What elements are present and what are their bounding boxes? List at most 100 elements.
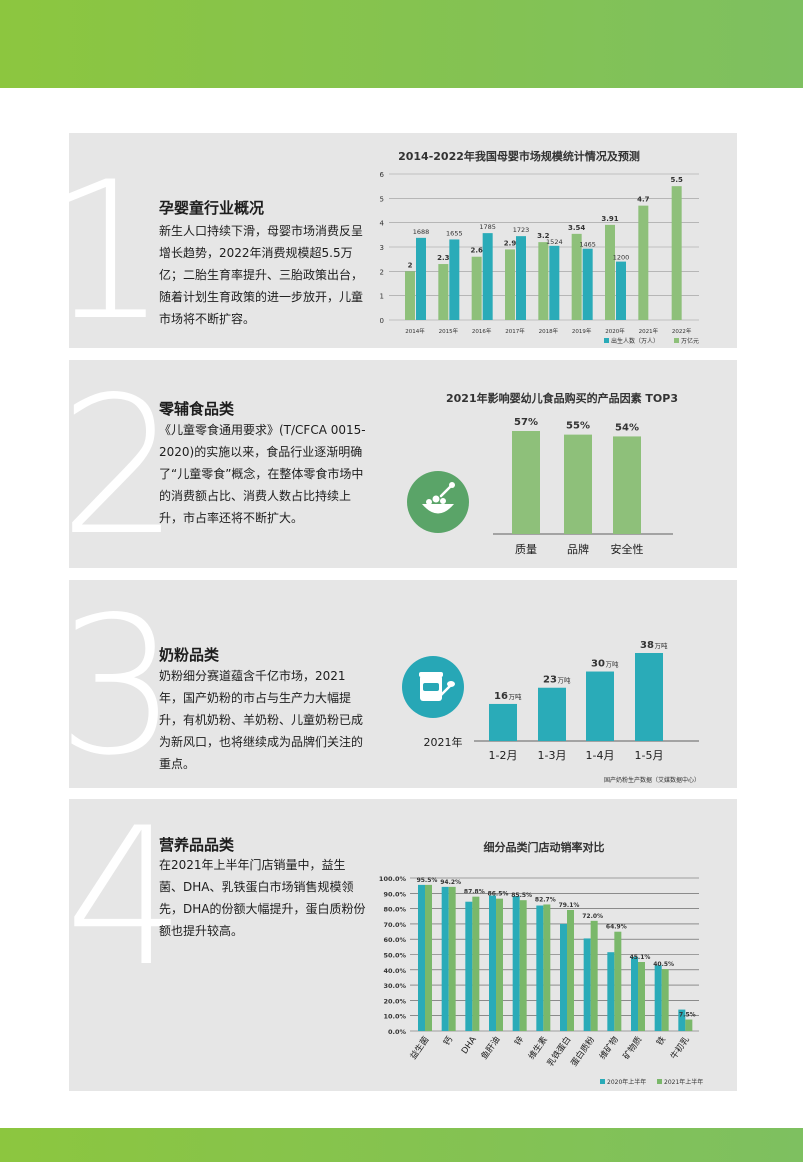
bar-2021h1 bbox=[614, 931, 622, 1031]
y-tick-label: 90.0% bbox=[383, 890, 406, 898]
x-tick-label: 锌 bbox=[512, 1034, 526, 1048]
x-tick-label: 维生素 bbox=[526, 1034, 550, 1062]
x-tick-label: 1-3月 bbox=[538, 749, 567, 762]
bar-2021h1 bbox=[567, 909, 574, 1031]
bar-2021h1 bbox=[425, 884, 432, 1031]
data-label: 1655 bbox=[446, 229, 463, 237]
data-label: 1688 bbox=[413, 228, 430, 236]
purchase-factor-chart: 2021年影响婴幼儿食品购买的产品因素 TOP3 57% 质量 55% 品牌 54% 安全性 bbox=[446, 391, 678, 556]
x-tick-label: 品牌 bbox=[567, 542, 589, 556]
market-size-chart: 2014-2022年我国母婴市场规模统计情况及预测 0 1 2 3 4 5 6 2 1688 201… bbox=[380, 149, 699, 345]
bar-births bbox=[616, 261, 626, 320]
x-tick-label: 2022年 bbox=[672, 327, 692, 335]
x-tick-label: 2020年 bbox=[605, 327, 625, 335]
bar-market-size bbox=[605, 224, 615, 320]
bar-2021h1 bbox=[590, 920, 598, 1031]
data-label: 87.8% bbox=[464, 889, 485, 896]
section-body: 在2021年上半年门店销量中，益生菌、DHA、乳铁蛋白市场销售规模领先，DHA的… bbox=[159, 858, 366, 938]
bar-factor bbox=[564, 434, 592, 534]
x-tick-label: 2017年 bbox=[505, 327, 525, 335]
bar-2021h1 bbox=[472, 896, 480, 1031]
bar-production bbox=[635, 653, 663, 741]
x-tick-label: 牛初乳 bbox=[668, 1034, 692, 1062]
bar-births bbox=[549, 245, 560, 320]
data-label: 38 bbox=[640, 640, 654, 651]
legend-swatch bbox=[600, 1079, 605, 1084]
y-tick-label: 50.0% bbox=[383, 952, 406, 960]
x-tick-label: 1-5月 bbox=[635, 749, 664, 762]
section-2-panel: 2 零辅食品类 《儿童零食通用要求》(T/CFCA 0015-2020)的实施以… bbox=[59, 360, 737, 568]
bar-production bbox=[538, 687, 566, 741]
data-label: 55% bbox=[566, 421, 590, 432]
x-tick-label: 安全性 bbox=[611, 542, 644, 556]
data-label: 1524 bbox=[546, 238, 563, 246]
bar-2020h1 bbox=[607, 952, 615, 1031]
year-label: 2021年 bbox=[424, 735, 463, 749]
data-label: 2.3 bbox=[437, 254, 450, 262]
legend-label: 2021年上半年 bbox=[664, 1078, 703, 1086]
bar-market-size bbox=[671, 186, 682, 320]
bar-2021h1 bbox=[661, 969, 669, 1031]
bar-market-size bbox=[438, 264, 449, 320]
bar-2020h1 bbox=[631, 956, 638, 1031]
data-label: 2 bbox=[408, 261, 413, 269]
y-tick-label: 100.0% bbox=[379, 875, 407, 883]
y-tick-label: 10.0% bbox=[383, 1013, 406, 1021]
y-tick-label: 20.0% bbox=[383, 997, 406, 1005]
section-body: 新生人口持续下滑，母婴市场消费反呈增长趋势，2022年消费规模超5.5万亿；二胎… bbox=[159, 224, 364, 326]
y-tick-label: 60.0% bbox=[383, 936, 406, 944]
bar-market-size bbox=[471, 256, 482, 320]
section-title: 孕婴童行业概况 bbox=[159, 199, 265, 217]
data-label: 3.2 bbox=[537, 232, 550, 240]
data-label: 54% bbox=[615, 422, 639, 433]
chart-title: 细分品类门店动销率对比 bbox=[484, 840, 605, 854]
data-label: 45.1% bbox=[630, 954, 651, 961]
source-note: 国产奶粉生产数据（艾媒数据中心） bbox=[604, 776, 700, 784]
data-label: 57% bbox=[514, 417, 538, 428]
unit-label: 万吨 bbox=[558, 676, 572, 685]
y-tick-label: 6 bbox=[380, 171, 385, 179]
x-tick-label: 2014年 bbox=[405, 327, 425, 335]
data-label: 4.7 bbox=[637, 196, 650, 204]
bar-2021h1 bbox=[448, 886, 456, 1031]
chart-title: 2014-2022年我国母婴市场规模统计情况及预测 bbox=[398, 149, 640, 163]
bar-births bbox=[482, 233, 493, 320]
data-label: 1465 bbox=[579, 241, 596, 249]
bar-2020h1 bbox=[512, 896, 520, 1031]
data-label: 5.5 bbox=[670, 176, 683, 184]
x-tick-label: 鱼肝油 bbox=[479, 1034, 503, 1061]
y-tick-label: 1 bbox=[380, 293, 384, 301]
bar-market-size bbox=[505, 249, 515, 320]
top-color-band bbox=[0, 0, 803, 88]
data-label: 95.5% bbox=[417, 877, 438, 884]
x-tick-label: 质量 bbox=[515, 543, 537, 556]
data-label: 72.0% bbox=[582, 913, 603, 920]
bar-2020h1 bbox=[465, 901, 473, 1031]
bar-market-size bbox=[638, 205, 649, 320]
data-label: 23 bbox=[543, 675, 557, 686]
legend-swatch bbox=[674, 338, 679, 343]
legend-swatch bbox=[657, 1079, 662, 1084]
x-tick-label: 2021年 bbox=[639, 327, 659, 335]
x-tick-label: 益生菌 bbox=[408, 1034, 432, 1061]
data-label: 40.5% bbox=[653, 961, 674, 968]
bar-2020h1 bbox=[418, 884, 425, 1031]
bar-market-size bbox=[405, 271, 415, 320]
bar-2021h1 bbox=[519, 900, 527, 1031]
legend-swatch bbox=[604, 338, 609, 343]
data-label: 3.91 bbox=[601, 215, 618, 223]
section-number: 2 bbox=[59, 356, 180, 577]
bar-2021h1 bbox=[543, 904, 551, 1031]
section-title: 零辅食品类 bbox=[159, 400, 235, 418]
data-label: 2.6 bbox=[470, 247, 483, 255]
legend-label: 出生人数（万人） bbox=[611, 337, 659, 345]
y-tick-label: 30.0% bbox=[383, 982, 406, 990]
y-tick-label: 40.0% bbox=[383, 967, 406, 975]
bar-market-size bbox=[571, 233, 582, 320]
bar-production bbox=[489, 703, 517, 741]
section-number: 4 bbox=[65, 787, 186, 1008]
x-tick-label: DHA bbox=[460, 1035, 479, 1056]
data-label: 30 bbox=[591, 659, 605, 670]
section-3-panel: 3 奶粉品类 奶粉细分赛道蕴含千亿市场，2021年，国产奶粉的市占与生产力大幅提… bbox=[57, 580, 737, 788]
